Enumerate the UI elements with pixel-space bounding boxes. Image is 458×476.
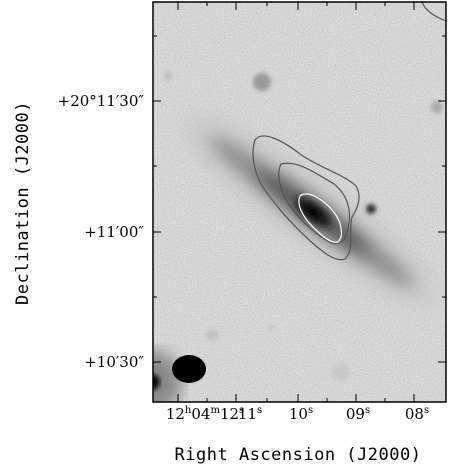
contour-outer [252,135,360,261]
contour-middle [278,162,351,245]
contour-corner [421,2,446,22]
beam-ellipse [172,355,206,383]
y-axis-title: Declination (J2000) [13,101,33,305]
plot-frame [152,1,447,403]
x-tick-label: 12h04m12s [166,405,244,423]
y-tick-label: +10′30″ [84,353,144,371]
x-tick-label: 08s [405,405,429,423]
x-tick-label: 09s [346,405,370,423]
sky-image [153,2,446,402]
tick-marks [153,2,446,402]
field-sources [164,39,443,381]
galaxy-core [294,197,332,227]
radio-contours [252,2,446,261]
x-tick-label: 11s [238,405,262,423]
x-tick-label: 10s [289,405,313,423]
y-tick-label: +11′00″ [84,223,144,241]
y-tick-label: +20°11′30″ [58,92,145,110]
x-axis-title: Right Ascension (J2000) [175,445,422,465]
contour-inner [298,193,343,243]
